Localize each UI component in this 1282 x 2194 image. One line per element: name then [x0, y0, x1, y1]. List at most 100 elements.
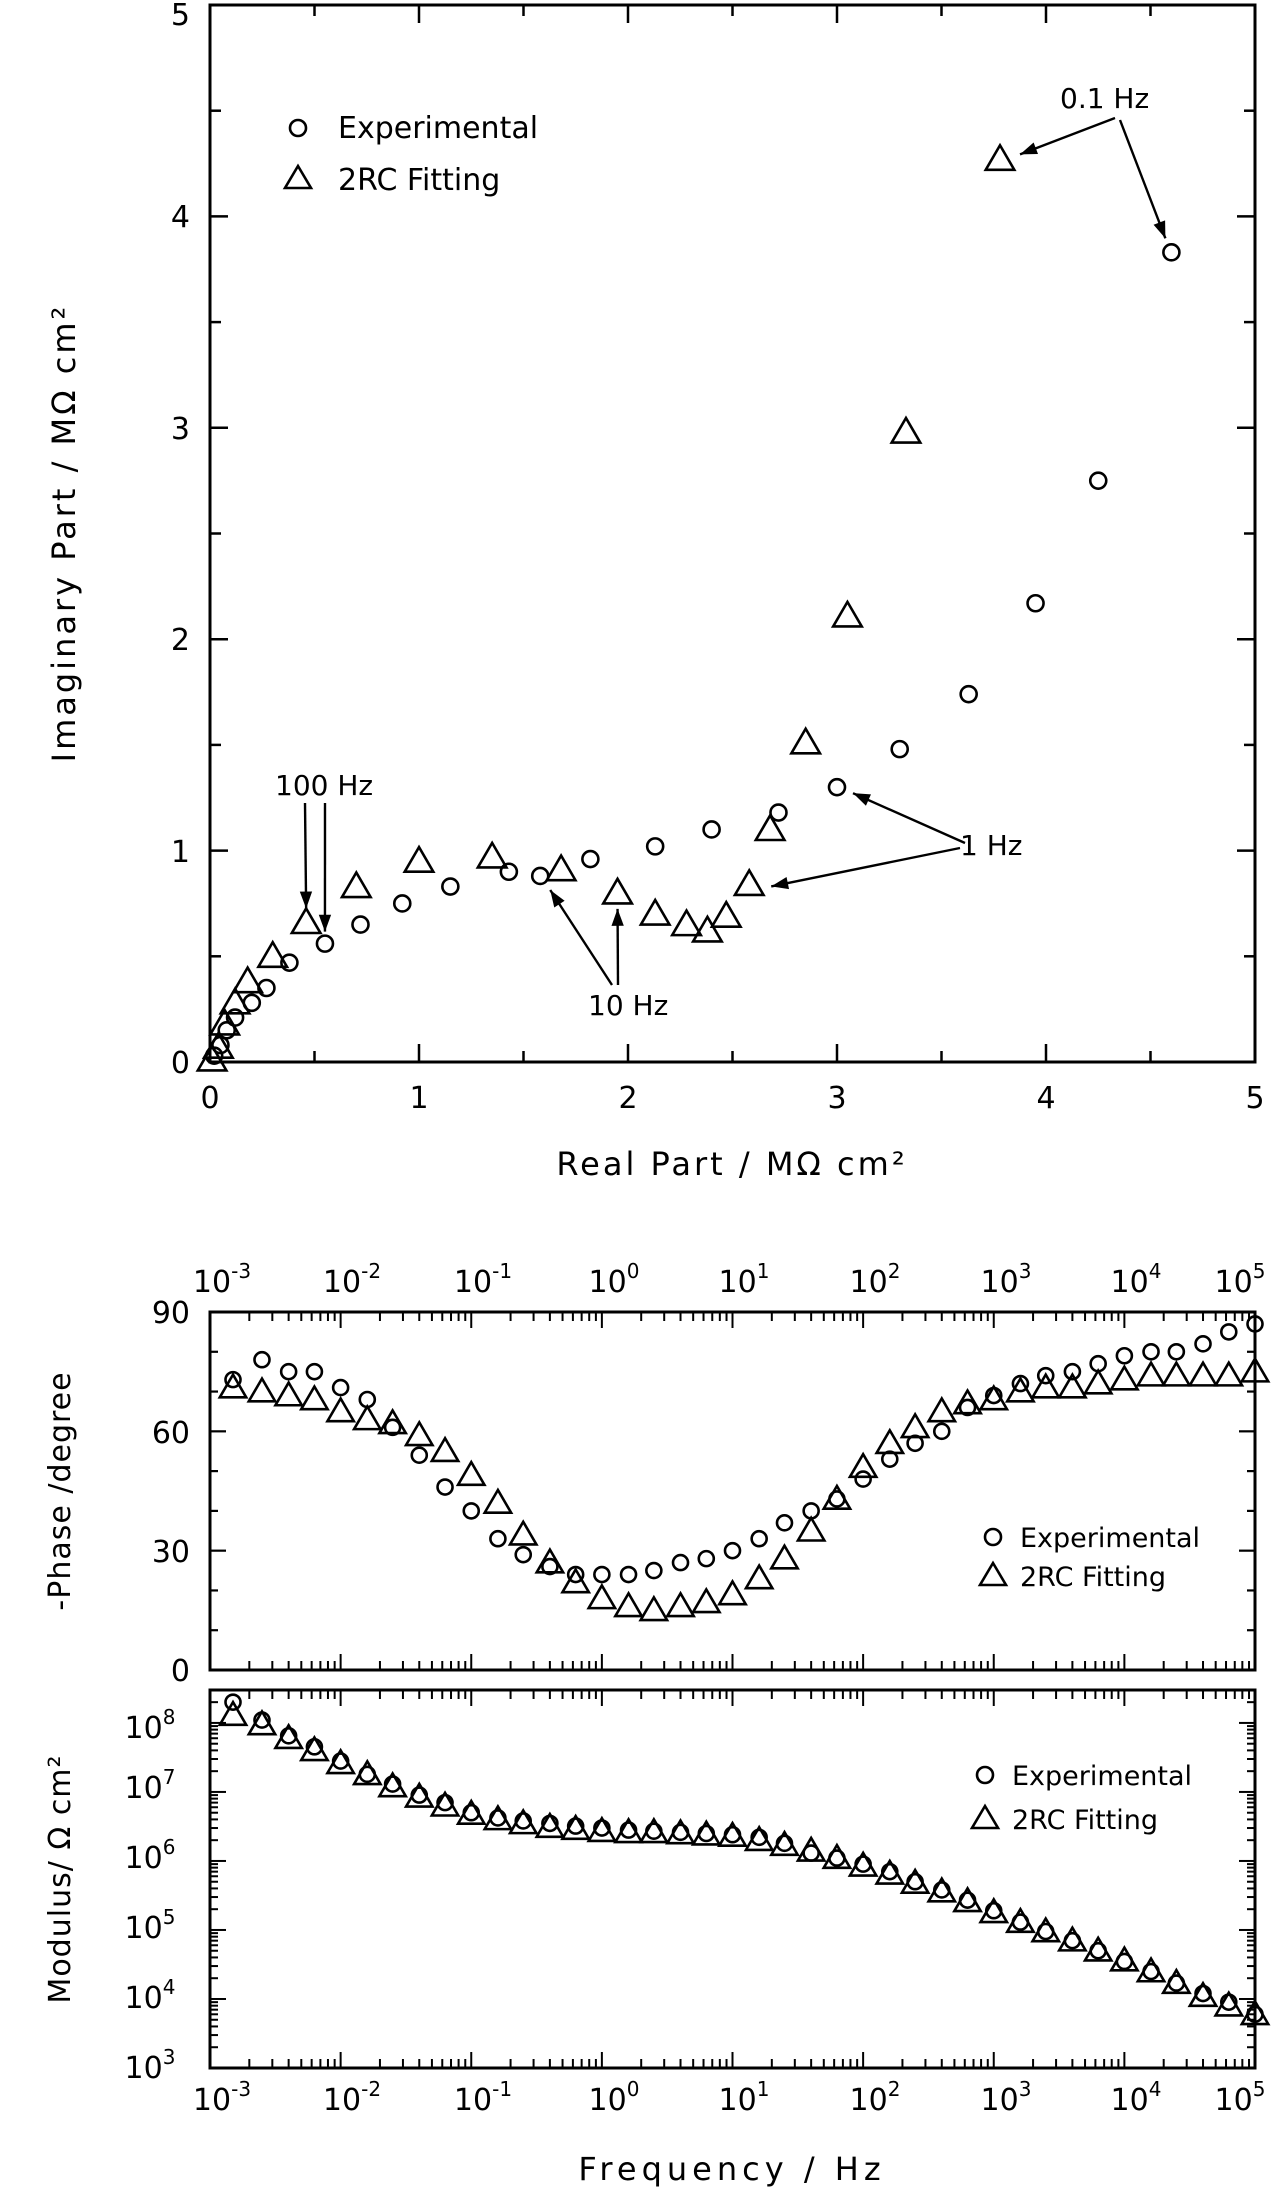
phase-fitting-point: [403, 1419, 435, 1447]
phase-fitting-point: [743, 1562, 775, 1590]
phase-experimental-point: [880, 1450, 899, 1468]
phase-fitting-point: [298, 1383, 330, 1411]
phase-plot-frame: [208, 1310, 1257, 1672]
modulus-y-tick-label: 104: [125, 1975, 176, 2016]
modulus-fitting-point: [377, 1770, 409, 1798]
phase-fitting-point: [246, 1376, 278, 1403]
modulus-y-tick-label: 105: [125, 1905, 176, 1946]
nyquist-fitting-point: [983, 142, 1017, 172]
nyquist-fitting-point: [830, 599, 865, 628]
nyquist-experimental-point: [1026, 593, 1045, 613]
nyquist-experimental-point: [827, 777, 847, 797]
nyquist-x-tick-label: 5: [1245, 1081, 1264, 1116]
modulus-fitting-point: [1108, 1945, 1140, 1972]
svg-text:104: 104: [125, 1975, 176, 2016]
modulus-legend-2rc-fitting: 2RC Fitting: [1012, 1805, 1158, 1836]
phase-experimental-point: [541, 1557, 559, 1576]
svg-text:100: 100: [589, 2077, 640, 2118]
annotation-0-1hz: 0.1 Hz: [1060, 82, 1149, 115]
phase-fitting-point: [978, 1383, 1010, 1411]
nyquist-y-tick-label: 3: [171, 412, 190, 447]
phase-experimental-point: [1246, 1315, 1264, 1333]
phase-experimental-point: [619, 1565, 638, 1584]
annotation-arrow: [770, 846, 961, 888]
nyquist-experimental-point: [702, 820, 721, 839]
svg-text:107: 107: [125, 1765, 176, 1806]
nyquist-fitting-point: [889, 415, 923, 444]
svg-text:106: 106: [125, 1835, 176, 1876]
nyquist-y-tick-label: 5: [171, 0, 190, 33]
nyquist-x-axis-label: Real Part / MΩ cm²: [556, 1145, 907, 1183]
phase-x-tick-label: 10-3: [193, 1259, 251, 1300]
phase-fitting-point: [690, 1586, 722, 1614]
nyquist-y-tick-label: 0: [171, 1046, 190, 1081]
modulus-data-marks: [217, 1693, 1271, 2026]
modulus-fitting-point: [1135, 1955, 1167, 1983]
svg-text:100: 100: [589, 1259, 640, 1300]
modulus-fitting-point: [1082, 1935, 1114, 1962]
phase-fitting-point: [847, 1451, 879, 1479]
phase-fitting-point: [325, 1395, 357, 1423]
phase-x-tick-label: 103: [981, 1259, 1032, 1300]
phase-axes: [209, 1310, 1256, 1672]
phase-y-tick-label: 0: [171, 1654, 190, 1689]
modulus-fitting-point: [1213, 1990, 1245, 2017]
svg-text:10-3: 10-3: [193, 1259, 251, 1300]
modulus-fitting-point: [638, 1816, 670, 1844]
phase-x-tick-label: 104: [1111, 1259, 1162, 1300]
modulus-fitting-point: [821, 1842, 853, 1870]
nyquist-experimental-point: [645, 837, 665, 856]
phase-experimental-point: [1167, 1342, 1186, 1361]
annotation-arrowhead: [318, 914, 332, 932]
nyquist-legend-triangle-icon: [282, 163, 314, 190]
nyquist-fitting-point: [789, 726, 823, 755]
annotation-arrow: [1118, 119, 1167, 239]
svg-text:104: 104: [1111, 2077, 1162, 2118]
phase-fitting-point: [560, 1566, 592, 1594]
modulus-axes: [209, 1689, 1256, 2069]
phase-x-tick-label: 10-2: [323, 1259, 381, 1300]
phase-fitting-point: [455, 1459, 487, 1487]
svg-text:101: 101: [719, 2077, 770, 2118]
nyquist-legend-experimental: Experimental: [338, 111, 538, 146]
nyquist-x-tick-label: 1: [409, 1081, 428, 1116]
annotation-arrowhead: [771, 877, 790, 890]
nyquist-legend-2rc-fitting: 2RC Fitting: [338, 163, 500, 198]
svg-text:102: 102: [850, 1259, 901, 1300]
phase-fitting-point: [926, 1395, 958, 1423]
nyquist-experimental-point: [499, 862, 519, 882]
nyquist-fitting-point: [732, 867, 766, 897]
modulus-x-axis-label: Frequency / Hz: [578, 2150, 885, 2188]
annotation-arrowhead: [550, 889, 565, 908]
annotation-arrowhead: [1020, 142, 1039, 155]
modulus-y-axis-label: Modulus/ Ω cm²: [43, 1754, 78, 2003]
nyquist-x-tick-label: 0: [200, 1081, 219, 1116]
modulus-plot-frame: [208, 1688, 1257, 2070]
phase-fitting-point: [899, 1411, 931, 1439]
svg-text:10-3: 10-3: [193, 2077, 251, 2118]
phase-x-tick-label: 102: [850, 1259, 901, 1300]
modulus-fitting-point: [717, 1820, 748, 1848]
annotation-arrowhead: [299, 891, 313, 909]
phase-experimental-point: [593, 1565, 611, 1584]
modulus-fitting-point: [325, 1747, 357, 1775]
phase-experimental-point: [697, 1549, 716, 1568]
modulus-fitting-point: [743, 1824, 775, 1852]
phase-fitting-point: [586, 1582, 618, 1610]
modulus-experimental-point: [750, 1828, 768, 1847]
phase-x-tick-label: 10-1: [454, 1259, 512, 1300]
svg-text:102: 102: [850, 2077, 901, 2118]
modulus-panel: 103 104 105 106 107 108 10-3 10-2 10-1 1…: [43, 1688, 1271, 2188]
modulus-fitting-point: [952, 1885, 983, 1913]
annotation-arrows: [299, 116, 1167, 986]
phase-experimental-point: [1115, 1346, 1134, 1365]
modulus-fitting-point: [534, 1811, 566, 1839]
phase-fitting-point: [1187, 1360, 1219, 1387]
phase-panel: 10-3 10-2 10-1 100 101 102 103 104 105 0…: [43, 1259, 1271, 1689]
modulus-x-tick-label: 104: [1111, 2077, 1162, 2118]
svg-text:103: 103: [125, 2045, 176, 2086]
phase-fitting-point: [769, 1543, 800, 1570]
phase-legend-circle-icon: [983, 1527, 1003, 1547]
phase-experimental-point: [671, 1553, 690, 1572]
modulus-fitting-point: [1004, 1906, 1036, 1934]
